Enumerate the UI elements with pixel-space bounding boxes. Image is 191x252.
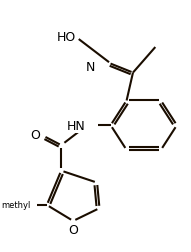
Text: O: O bbox=[68, 224, 78, 236]
Text: N: N bbox=[86, 60, 96, 73]
Text: HN: HN bbox=[66, 119, 85, 132]
Text: O: O bbox=[30, 129, 40, 142]
Text: HO: HO bbox=[56, 31, 76, 44]
Text: methyl: methyl bbox=[2, 201, 31, 210]
